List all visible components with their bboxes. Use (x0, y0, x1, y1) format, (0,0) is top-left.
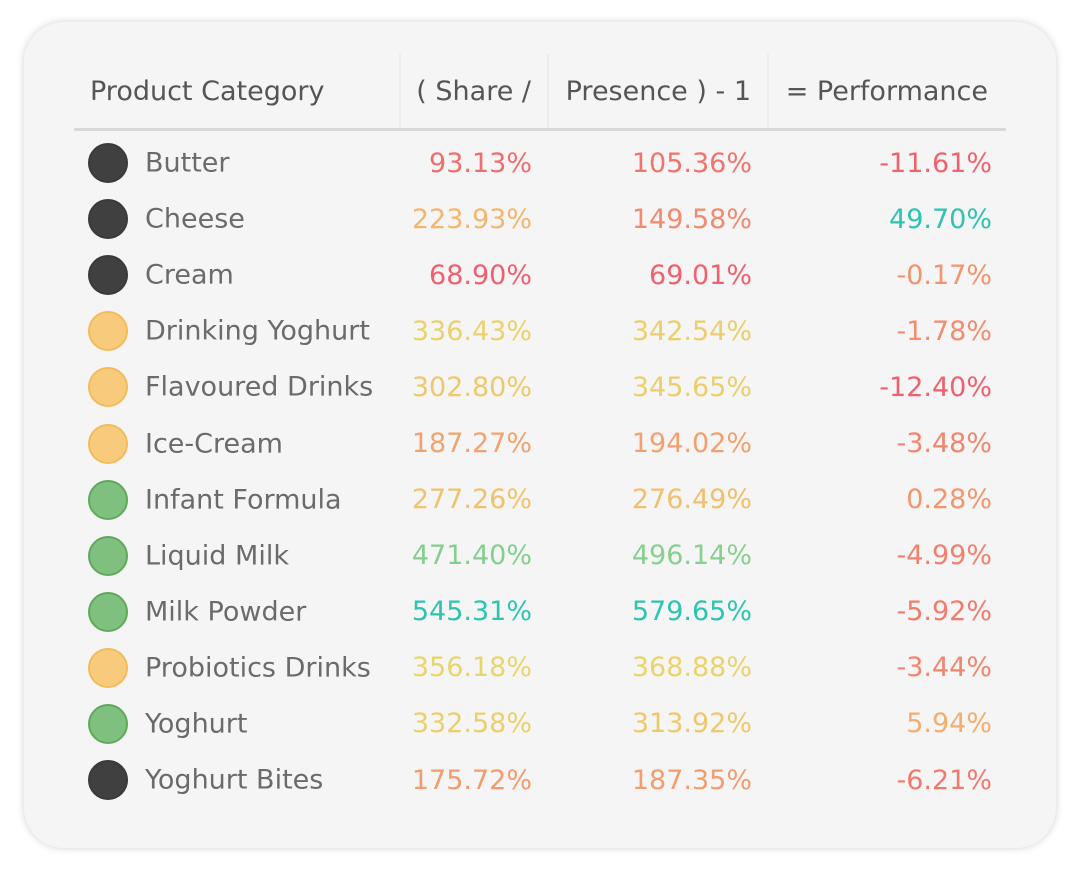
table-row[interactable]: Butter 93.13% 105.36% -11.61% (74, 130, 1006, 192)
share-value: 332.58% (411, 708, 532, 740)
presence-value: 496.14% (631, 540, 752, 572)
table-row[interactable]: Flavoured Drinks 302.80% 345.65% -12.40% (74, 359, 1006, 415)
share-value: 336.43% (411, 315, 532, 347)
header-row: Product Category ( Share / Presence ) - … (74, 54, 1006, 131)
column-header-presence[interactable]: Presence ) - 1 (548, 54, 769, 131)
presence-value: 149.58% (631, 203, 752, 235)
presence-value: 69.01% (649, 259, 752, 291)
table-card: Product Category ( Share / Presence ) - … (24, 22, 1056, 848)
category-cell: Yoghurt (74, 696, 400, 752)
column-header-share[interactable]: ( Share / (400, 54, 549, 131)
performance-value: 49.70% (889, 203, 992, 235)
share-value: 93.13% (429, 147, 532, 179)
presence-value: 276.49% (631, 484, 752, 516)
performance-table: Product Category ( Share / Presence ) - … (74, 54, 1006, 808)
category-cell: Butter (74, 130, 400, 192)
category-label: Cream (145, 259, 234, 291)
table-row[interactable]: Cheese 223.93% 149.58% 49.70% (74, 191, 1006, 247)
presence-value: 187.35% (631, 764, 752, 796)
category-cell: Infant Formula (74, 472, 400, 528)
performance-value: -12.40% (879, 371, 992, 403)
share-value: 302.80% (411, 371, 532, 403)
table-row[interactable]: Yoghurt 332.58% 313.92% 5.94% (74, 696, 1006, 752)
status-dot-icon (88, 479, 128, 520)
category-cell: Probiotics Drinks (74, 640, 400, 696)
presence-value: 345.65% (631, 371, 752, 403)
table-row[interactable]: Drinking Yoghurt 336.43% 342.54% -1.78% (74, 303, 1006, 359)
presence-value: 342.54% (631, 315, 752, 347)
status-dot-icon (88, 591, 128, 632)
performance-value: -5.92% (896, 596, 992, 628)
category-cell: Cheese (74, 191, 400, 247)
share-value: 471.40% (411, 540, 532, 572)
performance-value: -3.44% (896, 652, 992, 684)
status-dot-icon (88, 423, 128, 464)
category-cell: Cream (74, 247, 400, 303)
share-value: 68.90% (429, 259, 532, 291)
table-row[interactable]: Probiotics Drinks 356.18% 368.88% -3.44% (74, 640, 1006, 696)
status-dot-icon (88, 535, 128, 576)
performance-value: -1.78% (896, 315, 992, 347)
presence-value: 579.65% (631, 596, 752, 628)
category-label: Milk Powder (145, 596, 307, 628)
performance-value: -3.48% (896, 428, 992, 460)
category-label: Ice-Cream (145, 428, 283, 460)
status-dot-icon (88, 367, 128, 408)
performance-value: -4.99% (896, 540, 992, 572)
category-cell: Drinking Yoghurt (74, 303, 400, 359)
presence-value: 368.88% (631, 652, 752, 684)
table-body: Butter 93.13% 105.36% -11.61% Cheese 223.93% 1… (74, 130, 1006, 809)
status-dot-icon (88, 760, 128, 801)
category-cell: Flavoured Drinks (74, 359, 400, 415)
status-dot-icon (88, 311, 128, 352)
performance-value: 5.94% (906, 708, 992, 740)
table-row[interactable]: Ice-Cream 187.27% 194.02% -3.48% (74, 415, 1006, 471)
table-row[interactable]: Yoghurt Bites 175.72% 187.35% -6.21% (74, 752, 1006, 808)
category-label: Yoghurt (145, 708, 248, 740)
share-value: 545.31% (411, 596, 532, 628)
share-value: 187.27% (411, 428, 532, 460)
table-row[interactable]: Infant Formula 277.26% 276.49% 0.28% (74, 472, 1006, 528)
status-dot-icon (88, 143, 128, 184)
table-row[interactable]: Milk Powder 545.31% 579.65% -5.92% (74, 584, 1006, 640)
column-header-performance[interactable]: = Performance (768, 54, 1006, 131)
share-value: 356.18% (411, 652, 532, 684)
share-value: 175.72% (411, 764, 532, 796)
performance-value: -11.61% (879, 147, 992, 179)
category-label: Cheese (145, 203, 245, 235)
presence-value: 194.02% (631, 428, 752, 460)
category-label: Liquid Milk (145, 540, 289, 572)
category-cell: Ice-Cream (74, 415, 400, 471)
status-dot-icon (88, 255, 128, 296)
category-cell: Liquid Milk (74, 528, 400, 584)
category-cell: Milk Powder (74, 584, 400, 640)
share-value: 277.26% (411, 484, 532, 516)
presence-value: 313.92% (631, 708, 752, 740)
category-label: Drinking Yoghurt (145, 315, 370, 347)
performance-value: -6.21% (896, 764, 992, 796)
category-label: Flavoured Drinks (145, 371, 374, 403)
status-dot-icon (88, 647, 128, 688)
category-cell: Yoghurt Bites (74, 752, 400, 808)
status-dot-icon (88, 199, 128, 240)
performance-value: 0.28% (906, 484, 992, 516)
category-label: Butter (145, 147, 230, 179)
presence-value: 105.36% (631, 147, 752, 179)
share-value: 223.93% (411, 203, 532, 235)
category-label: Yoghurt Bites (145, 764, 324, 796)
table-row[interactable]: Cream 68.90% 69.01% -0.17% (74, 247, 1006, 303)
table-row[interactable]: Liquid Milk 471.40% 496.14% -4.99% (74, 528, 1006, 584)
column-header-product-category[interactable]: Product Category (74, 54, 401, 131)
status-dot-icon (88, 703, 128, 744)
category-label: Infant Formula (145, 484, 342, 516)
category-label: Probiotics Drinks (145, 652, 371, 684)
performance-value: -0.17% (896, 259, 992, 291)
